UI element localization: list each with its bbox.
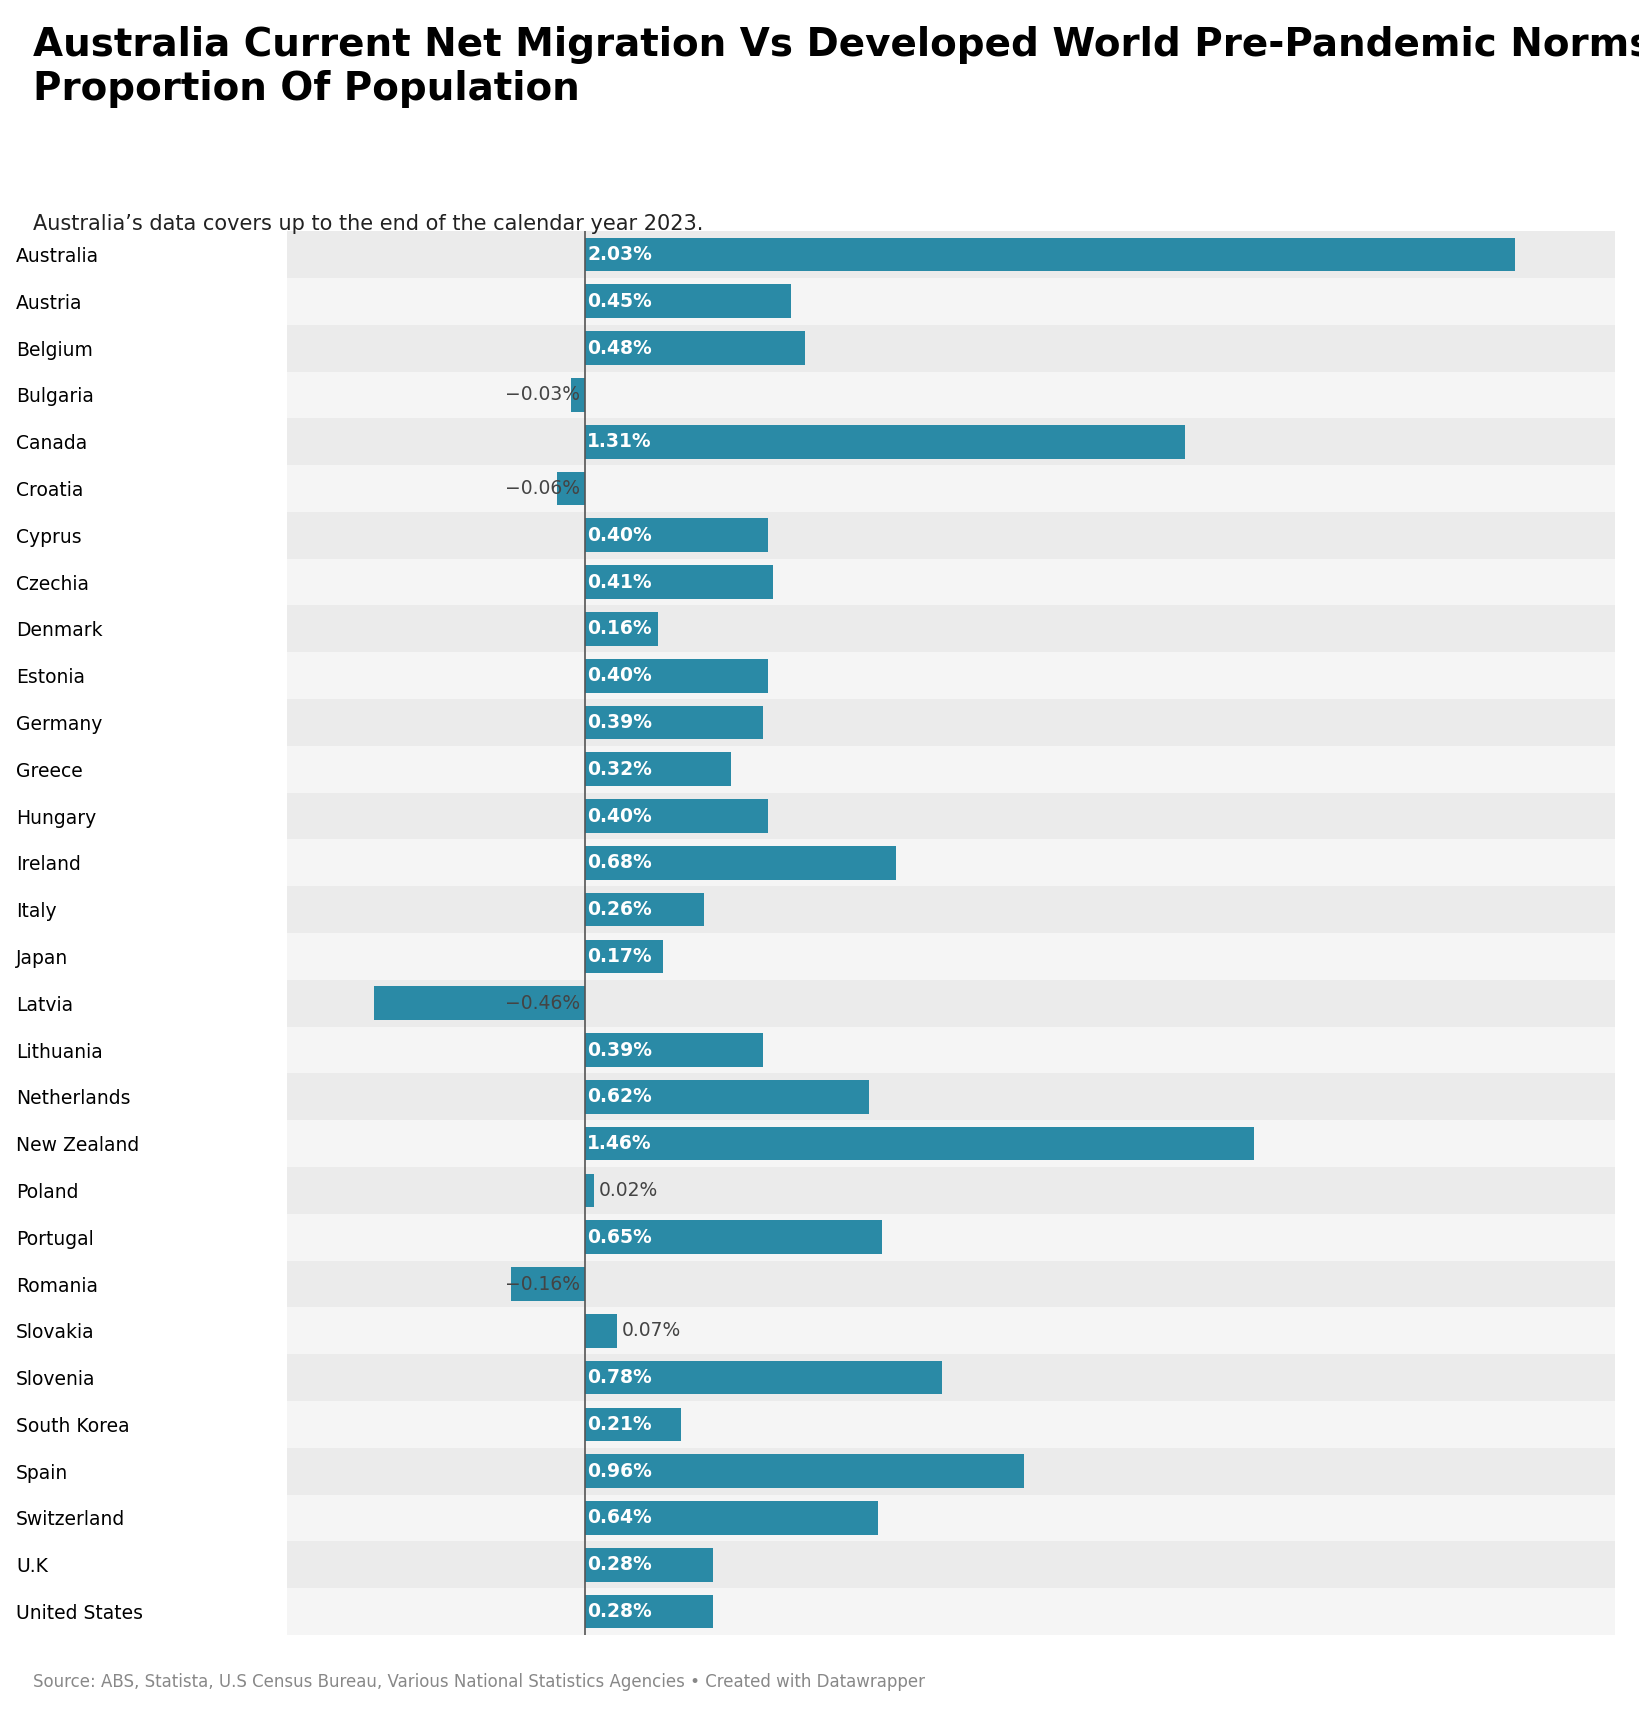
Bar (287, 231, 1614, 277)
Text: 0.39%: 0.39% (587, 712, 652, 733)
Text: 0.28%: 0.28% (587, 1602, 651, 1621)
Bar (585, 752, 731, 786)
Bar (585, 565, 772, 599)
Bar (585, 1173, 593, 1207)
Bar (511, 1267, 585, 1301)
Text: 0.28%: 0.28% (587, 1554, 651, 1575)
Text: −0.16%: −0.16% (505, 1274, 580, 1294)
Bar (585, 1407, 680, 1442)
Text: 0.65%: 0.65% (587, 1228, 651, 1246)
Bar (585, 330, 805, 365)
Bar (585, 519, 767, 553)
Bar (287, 933, 1614, 979)
Bar (570, 378, 585, 413)
Bar (585, 425, 1183, 459)
Text: 0.40%: 0.40% (587, 666, 651, 685)
Bar (585, 1080, 869, 1115)
Bar (287, 512, 1614, 558)
Bar (585, 659, 767, 693)
Bar (585, 1221, 882, 1255)
Bar (287, 1027, 1614, 1073)
Text: Australia Current Net Migration Vs Developed World Pre-Pandemic Norms - As A
Pro: Australia Current Net Migration Vs Devel… (33, 26, 1639, 108)
Bar (585, 1126, 1252, 1161)
Bar (287, 746, 1614, 793)
Bar (585, 1501, 877, 1536)
Bar (287, 1354, 1614, 1400)
Bar (287, 558, 1614, 606)
Bar (287, 1214, 1614, 1260)
Bar (585, 611, 657, 645)
Bar (585, 1453, 1024, 1488)
Text: 0.32%: 0.32% (587, 760, 652, 779)
Bar (287, 466, 1614, 512)
Bar (585, 800, 767, 834)
Bar (287, 1495, 1614, 1541)
Bar (287, 793, 1614, 839)
Text: −0.06%: −0.06% (505, 479, 580, 498)
Text: 0.41%: 0.41% (587, 572, 651, 592)
Text: 0.16%: 0.16% (587, 620, 651, 639)
Bar (287, 372, 1614, 418)
Bar (287, 1400, 1614, 1448)
Text: 0.02%: 0.02% (598, 1181, 657, 1200)
Text: 0.40%: 0.40% (587, 806, 651, 825)
Bar (585, 940, 662, 974)
Bar (287, 277, 1614, 325)
Bar (585, 705, 762, 740)
Bar (287, 1308, 1614, 1354)
Bar (585, 1313, 616, 1347)
Bar (287, 418, 1614, 466)
Bar (287, 652, 1614, 698)
Bar (287, 698, 1614, 746)
Bar (287, 887, 1614, 933)
Text: 1.31%: 1.31% (587, 431, 651, 452)
Bar (287, 1073, 1614, 1120)
Text: 0.96%: 0.96% (587, 1462, 652, 1481)
Text: Source: ABS, Statista, U.S Census Bureau, Various National Statistics Agencies •: Source: ABS, Statista, U.S Census Bureau… (33, 1673, 924, 1691)
Bar (287, 839, 1614, 887)
Text: Australia’s data covers up to the end of the calendar year 2023.: Australia’s data covers up to the end of… (33, 214, 703, 235)
Text: 0.26%: 0.26% (587, 901, 651, 919)
Text: 0.39%: 0.39% (587, 1041, 652, 1060)
Text: 0.21%: 0.21% (587, 1414, 651, 1435)
Text: 0.68%: 0.68% (587, 853, 651, 873)
Bar (585, 1594, 713, 1628)
Bar (374, 986, 585, 1020)
Text: 1.46%: 1.46% (587, 1133, 651, 1154)
Bar (287, 1541, 1614, 1589)
Bar (287, 1260, 1614, 1308)
Text: 0.48%: 0.48% (587, 339, 651, 358)
Bar (585, 284, 790, 318)
Bar (287, 1120, 1614, 1168)
Bar (287, 979, 1614, 1027)
Text: 0.45%: 0.45% (587, 291, 651, 312)
Bar (287, 1168, 1614, 1214)
Bar (585, 1548, 713, 1582)
Bar (585, 1361, 941, 1395)
Text: 0.78%: 0.78% (587, 1368, 651, 1387)
Bar (585, 846, 895, 880)
Text: −0.46%: −0.46% (505, 993, 580, 1014)
Text: 0.64%: 0.64% (587, 1508, 651, 1527)
Bar (287, 325, 1614, 372)
Bar (287, 1448, 1614, 1495)
Text: 0.07%: 0.07% (621, 1322, 680, 1340)
Text: 0.40%: 0.40% (587, 526, 651, 544)
Text: −0.03%: −0.03% (505, 385, 580, 404)
Bar (287, 606, 1614, 652)
Bar (557, 471, 585, 505)
Text: 2.03%: 2.03% (587, 245, 652, 264)
Bar (585, 238, 1514, 272)
Text: 0.17%: 0.17% (587, 947, 651, 966)
Text: 0.62%: 0.62% (587, 1087, 651, 1106)
Bar (585, 892, 703, 926)
Bar (585, 1032, 762, 1067)
Bar (287, 1589, 1614, 1635)
